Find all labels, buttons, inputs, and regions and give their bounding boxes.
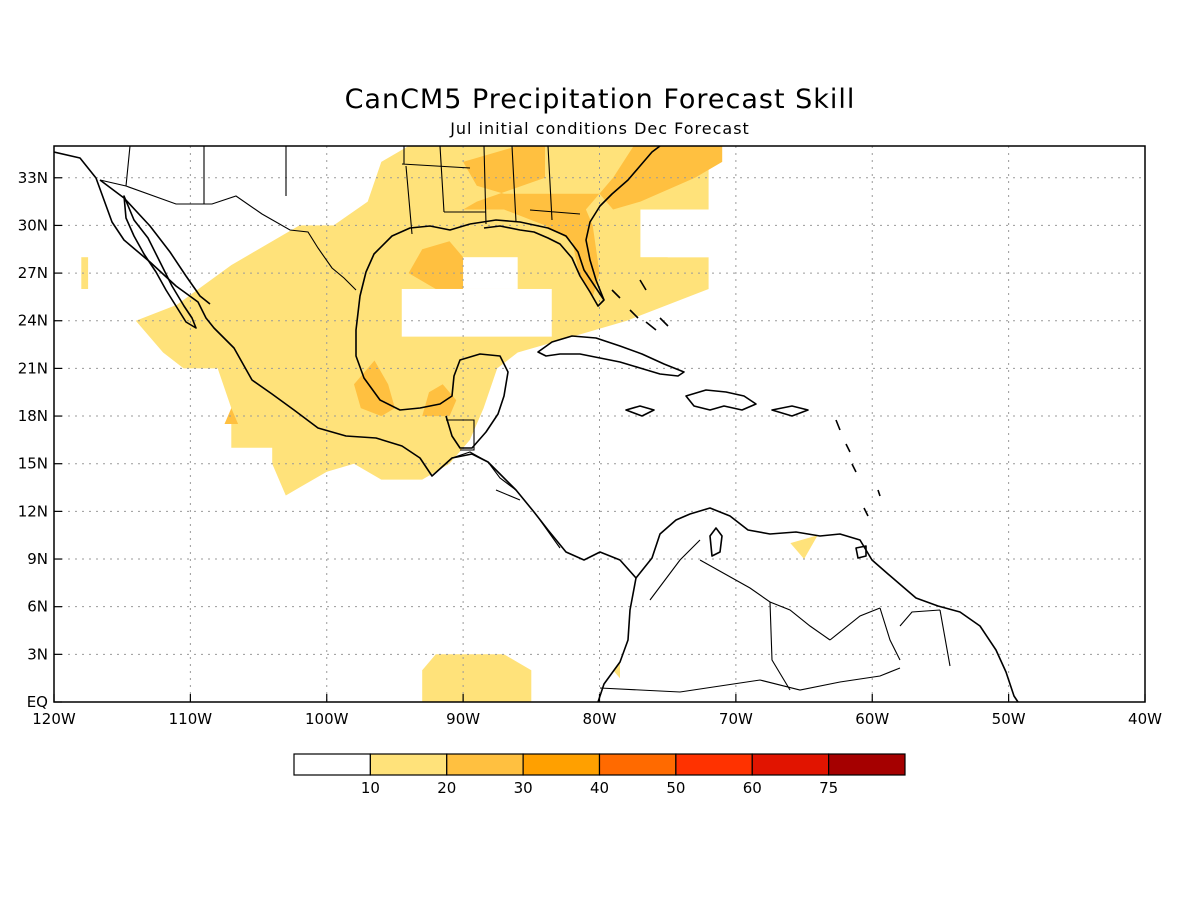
chart-subtitle: Jul initial conditions Dec Forecast <box>450 119 750 138</box>
legend-swatch <box>598 753 677 776</box>
lon-tick-label: 110W <box>169 710 213 728</box>
lat-tick-label: 9N <box>27 550 48 568</box>
border-us-states <box>125 146 581 235</box>
legend-swatch <box>828 753 906 776</box>
skill-region-8 <box>422 384 457 417</box>
legend-swatch <box>675 753 753 776</box>
masked-gap-2 <box>463 257 518 289</box>
coastline-trinidad <box>855 545 867 559</box>
lon-tick-label: 40W <box>1128 710 1162 728</box>
legend-swatch <box>751 753 830 776</box>
skill-region-6 <box>463 146 723 297</box>
coastline-mexico-pacific <box>54 151 637 702</box>
lon-tick-label: 100W <box>305 710 349 728</box>
legend-label: 75 <box>819 779 838 797</box>
lat-tick-label: 3N <box>27 645 48 663</box>
lat-tick-label: 6N <box>27 598 48 616</box>
lon-tick-label: 60W <box>855 710 889 728</box>
masked-gap-3 <box>640 209 709 258</box>
coastline-florida <box>469 219 605 307</box>
lat-tick-label: 33N <box>18 169 48 187</box>
border-south-america <box>599 539 951 693</box>
lat-tick-label: 24N <box>18 312 48 330</box>
legend-label: 10 <box>361 779 380 797</box>
legend-swatch <box>446 753 524 776</box>
masked-gap-1 <box>401 288 552 337</box>
coastline-maracaibo <box>709 527 723 557</box>
lon-tick-label: 90W <box>446 710 480 728</box>
legend-label: 50 <box>666 779 685 797</box>
coastline-baja <box>123 195 197 329</box>
legend-label: 20 <box>437 779 456 797</box>
lat-tick-label: 27N <box>18 264 48 282</box>
coastline-lesser-antilles <box>835 419 881 517</box>
skill-region-3 <box>790 535 818 559</box>
coastline-hispaniola <box>685 389 757 411</box>
coastline-jamaica <box>625 405 655 417</box>
lon-tick-label: 80W <box>583 710 617 728</box>
lat-tick-label: 18N <box>18 407 48 425</box>
legend-label: 40 <box>590 779 609 797</box>
latitude-axis: EQ 3N 6N 9N 12N 15N 18N 21N 24N 27N 30N 33N <box>18 169 62 711</box>
coastline-bahamas <box>611 279 669 331</box>
lat-tick-label: EQ <box>27 693 48 711</box>
coastline-gulf-west <box>355 223 509 449</box>
coastline-cuba <box>537 335 685 377</box>
border-central-america <box>446 419 561 549</box>
lat-tick-label: 21N <box>18 359 48 377</box>
lon-tick-label: 50W <box>992 710 1026 728</box>
coastline-sonora <box>99 179 211 305</box>
skill-region-4 <box>422 654 532 702</box>
coastline-puerto-rico <box>771 405 809 417</box>
skill-region-2 <box>81 257 89 289</box>
border-us-mexico <box>99 179 357 291</box>
skill-region-10 <box>408 241 464 289</box>
legend-swatch <box>369 753 448 776</box>
political-borders-layer <box>99 146 951 693</box>
lat-tick-label: 15N <box>18 455 48 473</box>
coastline-south-america <box>635 507 1019 702</box>
coastline-us-atlantic <box>585 146 661 301</box>
lat-tick-label: 12N <box>18 502 48 520</box>
chart-title: CanCM5 Precipitation Forecast Skill <box>344 84 856 115</box>
lon-tick-label: 120W <box>32 710 76 728</box>
coastline-layer <box>54 146 1019 702</box>
lat-tick-label: 30N <box>18 216 48 234</box>
color-legend: 10 20 30 40 50 60 75 <box>293 753 906 797</box>
skill-region-9 <box>224 408 239 424</box>
legend-swatch <box>293 753 371 776</box>
lon-tick-label: 70W <box>719 710 753 728</box>
legend-swatch <box>522 753 601 776</box>
skill-region-5 <box>613 662 620 679</box>
gridlines <box>54 146 1145 702</box>
missing-data-layer <box>401 209 709 337</box>
longitude-axis: 120W 110W 100W 90W 80W 70W 60W 50W 40W <box>32 694 1162 728</box>
legend-label: 60 <box>743 779 762 797</box>
legend-label: 30 <box>514 779 533 797</box>
